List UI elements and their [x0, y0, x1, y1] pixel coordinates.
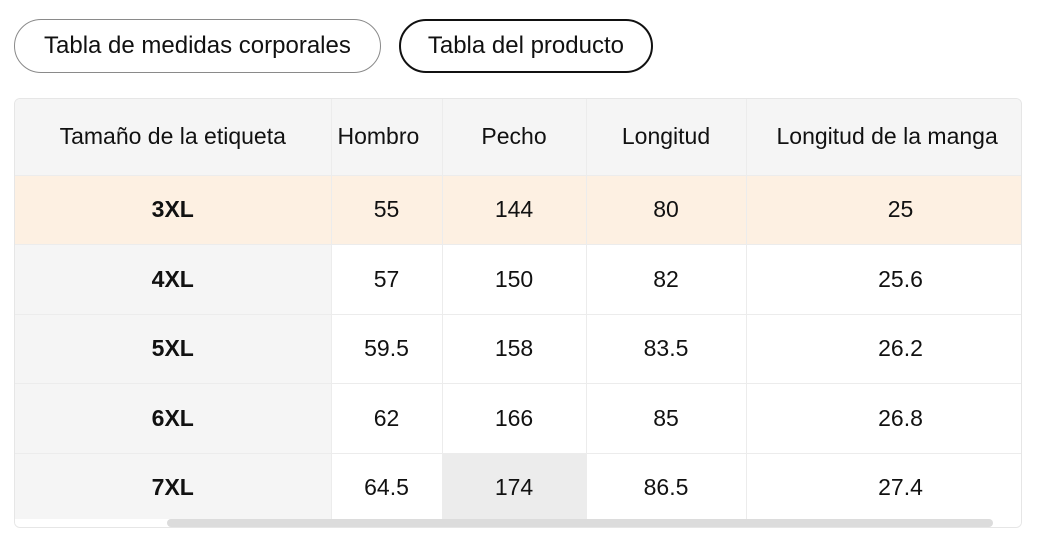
cell-chest: 150	[442, 244, 587, 315]
horizontal-scrollbar[interactable]	[15, 519, 1021, 527]
cell-chest: 166	[442, 383, 587, 454]
cell-sleeve: 26.8	[746, 383, 1021, 454]
cell-length: 83.5	[586, 314, 747, 384]
size-table: Tamaño de la etiqueta Hombro Pecho Longi…	[15, 99, 1021, 519]
table-row[interactable]: 7XL 64.5 174 86.5 27.4	[15, 453, 1021, 519]
cell-length: 86.5	[586, 453, 747, 519]
cell-chest: 158	[442, 314, 587, 384]
cell-sleeve: 27.4	[746, 453, 1021, 519]
cell-size: 4XL	[15, 244, 332, 315]
cell-chest: 174	[442, 453, 587, 519]
cell-length: 85	[586, 383, 747, 454]
table-header-row: Tamaño de la etiqueta Hombro Pecho Longi…	[15, 99, 1021, 176]
cell-shoulder: 57	[331, 244, 443, 315]
table-row[interactable]: 6XL 62 166 85 26.8	[15, 383, 1021, 454]
tab-product-measurements[interactable]: Tabla del producto	[398, 19, 653, 73]
header-size-label: Tamaño de la etiqueta	[15, 99, 332, 176]
cell-sleeve: 25	[746, 175, 1021, 245]
header-length: Longitud	[586, 99, 747, 176]
cell-size: 5XL	[15, 314, 332, 384]
cell-shoulder: 59.5	[331, 314, 443, 384]
cell-size: 7XL	[15, 453, 332, 519]
cell-sleeve: 25.6	[746, 244, 1021, 315]
scrollbar-thumb[interactable]	[167, 519, 993, 527]
cell-chest: 144	[442, 175, 587, 245]
tab-body-measurements[interactable]: Tabla de medidas corporales	[14, 19, 381, 73]
size-table-container: Tamaño de la etiqueta Hombro Pecho Longi…	[14, 98, 1022, 528]
cell-length: 80	[586, 175, 747, 245]
header-sleeve-length: Longitud de la manga	[746, 99, 1021, 176]
cell-shoulder: 55	[331, 175, 443, 245]
size-table-viewport[interactable]: Tamaño de la etiqueta Hombro Pecho Longi…	[15, 99, 1021, 519]
table-row[interactable]: 4XL 57 150 82 25.6	[15, 244, 1021, 315]
cell-size: 6XL	[15, 383, 332, 454]
header-chest: Pecho	[442, 99, 587, 176]
table-row[interactable]: 5XL 59.5 158 83.5 26.2	[15, 314, 1021, 384]
size-chart-tabs: Tabla de medidas corporales Tabla del pr…	[14, 19, 653, 73]
table-row[interactable]: 3XL 55 144 80 25	[15, 175, 1021, 245]
cell-shoulder: 62	[331, 383, 443, 454]
cell-length: 82	[586, 244, 747, 315]
cell-size: 3XL	[15, 175, 332, 245]
header-shoulder: Hombro	[331, 99, 443, 176]
cell-sleeve: 26.2	[746, 314, 1021, 384]
cell-shoulder: 64.5	[331, 453, 443, 519]
